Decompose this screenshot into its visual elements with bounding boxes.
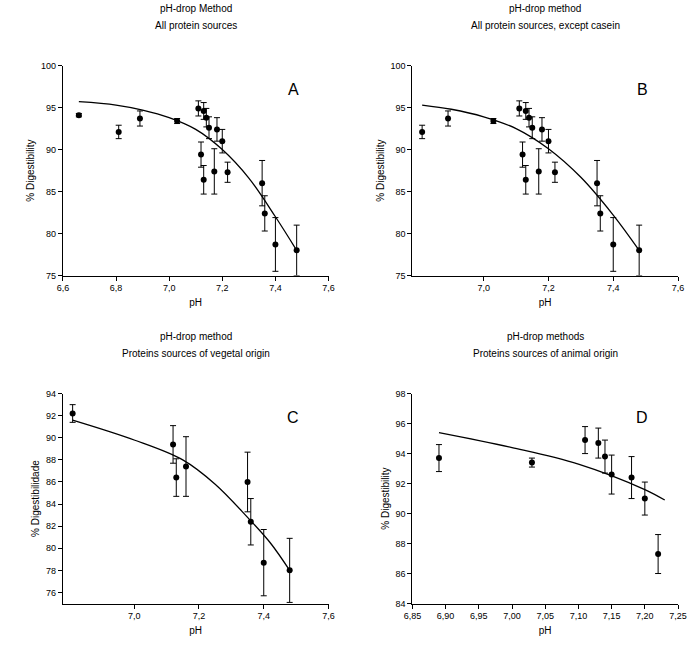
svg-text:6,85: 6,85: [404, 611, 422, 621]
svg-text:76: 76: [46, 588, 56, 598]
svg-text:80: 80: [46, 543, 56, 553]
svg-text:7,2: 7,2: [542, 283, 555, 293]
svg-text:6,90: 6,90: [437, 611, 455, 621]
svg-text:85: 85: [396, 187, 406, 197]
svg-text:95: 95: [46, 103, 56, 113]
svg-text:6,95: 6,95: [470, 611, 488, 621]
svg-text:98: 98: [396, 389, 406, 399]
svg-text:75: 75: [46, 271, 56, 281]
svg-text:7,4: 7,4: [607, 283, 620, 293]
svg-text:7,0: 7,0: [128, 611, 141, 621]
svg-text:84: 84: [46, 499, 56, 509]
svg-text:% Digestibility: % Digestibility: [25, 139, 36, 201]
svg-text:pH-drop methods: pH-drop methods: [507, 331, 584, 342]
svg-text:94: 94: [46, 389, 56, 399]
svg-text:88: 88: [396, 539, 406, 549]
svg-text:pH-drop Method: pH-drop Method: [160, 3, 232, 14]
svg-text:pH-drop method: pH-drop method: [509, 3, 581, 14]
svg-text:6,8: 6,8: [110, 283, 123, 293]
svg-text:7,4: 7,4: [257, 611, 270, 621]
svg-text:Proteins sources of vegetal or: Proteins sources of vegetal origin: [122, 348, 270, 359]
svg-text:86: 86: [46, 477, 56, 487]
svg-text:80: 80: [396, 229, 406, 239]
svg-text:90: 90: [396, 145, 406, 155]
svg-text:7,20: 7,20: [636, 611, 654, 621]
svg-text:7,10: 7,10: [570, 611, 588, 621]
svg-text:Proteins sources of animal ori: Proteins sources of animal origin: [473, 348, 618, 359]
svg-text:7,6: 7,6: [322, 283, 335, 293]
svg-text:pH: pH: [539, 625, 552, 636]
svg-text:94: 94: [396, 449, 406, 459]
svg-text:All protein sources: All protein sources: [155, 20, 237, 31]
svg-text:7,6: 7,6: [322, 611, 335, 621]
svg-text:7,05: 7,05: [536, 611, 554, 621]
svg-text:92: 92: [396, 479, 406, 489]
svg-text:% Digestibility: % Digestibility: [375, 139, 386, 201]
svg-text:75: 75: [396, 271, 406, 281]
svg-text:C: C: [287, 409, 299, 426]
svg-text:7,2: 7,2: [216, 283, 229, 293]
svg-text:88: 88: [46, 455, 56, 465]
svg-text:7,6: 7,6: [672, 283, 685, 293]
svg-text:7,2: 7,2: [193, 611, 206, 621]
svg-text:96: 96: [396, 419, 406, 429]
svg-text:All protein sources, except ca: All protein sources, except casein: [471, 20, 620, 31]
svg-text:7,25: 7,25: [669, 611, 687, 621]
svg-text:90: 90: [396, 509, 406, 519]
svg-text:pH: pH: [189, 297, 202, 308]
svg-text:7,4: 7,4: [269, 283, 282, 293]
svg-text:pH: pH: [539, 297, 552, 308]
svg-text:90: 90: [46, 145, 56, 155]
svg-text:86: 86: [396, 569, 406, 579]
svg-text:100: 100: [391, 61, 406, 71]
svg-text:95: 95: [396, 103, 406, 113]
svg-text:7,0: 7,0: [163, 283, 176, 293]
svg-text:pH: pH: [189, 625, 202, 636]
svg-text:B: B: [637, 81, 648, 98]
svg-text:A: A: [288, 81, 299, 98]
svg-text:80: 80: [46, 229, 56, 239]
svg-text:84: 84: [396, 599, 406, 609]
svg-text:85: 85: [46, 187, 56, 197]
svg-text:% Digestibility: % Digestibility: [380, 467, 391, 529]
svg-text:7,00: 7,00: [503, 611, 521, 621]
svg-text:6,6: 6,6: [57, 283, 70, 293]
svg-text:7,15: 7,15: [603, 611, 621, 621]
svg-text:pH-drop method: pH-drop method: [160, 331, 232, 342]
svg-text:% Digestibilidade: % Digestibilidade: [30, 460, 41, 537]
svg-text:92: 92: [46, 411, 56, 421]
svg-text:100: 100: [41, 61, 56, 71]
svg-text:90: 90: [46, 433, 56, 443]
svg-text:82: 82: [46, 521, 56, 531]
svg-text:78: 78: [46, 566, 56, 576]
svg-text:7,0: 7,0: [477, 283, 490, 293]
svg-text:D: D: [636, 409, 648, 426]
